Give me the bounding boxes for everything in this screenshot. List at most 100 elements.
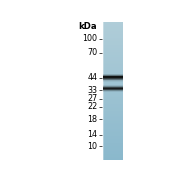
Bar: [103, 68, 123, 69]
Bar: [103, 70, 123, 71]
Bar: [103, 140, 123, 142]
Bar: [103, 88, 123, 89]
Bar: [103, 96, 123, 98]
Bar: [103, 126, 123, 128]
Bar: [103, 81, 123, 82]
Bar: [103, 90, 123, 91]
Bar: [103, 121, 123, 122]
Bar: [103, 27, 123, 28]
Bar: [103, 50, 123, 52]
Bar: [103, 120, 123, 121]
Bar: [103, 37, 123, 39]
Bar: [103, 107, 123, 108]
Bar: [103, 78, 123, 79]
Bar: [103, 94, 123, 96]
Bar: [103, 32, 123, 33]
Bar: [103, 104, 123, 106]
Bar: [103, 99, 123, 100]
Bar: [103, 72, 123, 74]
Bar: [103, 75, 123, 76]
Text: 100: 100: [82, 34, 97, 43]
Bar: [103, 36, 123, 38]
Bar: [103, 124, 123, 126]
Bar: [103, 85, 123, 86]
Text: 14: 14: [87, 130, 97, 139]
Bar: [103, 106, 123, 107]
Bar: [103, 115, 123, 116]
Bar: [103, 55, 123, 56]
Bar: [103, 66, 123, 68]
Bar: [103, 39, 123, 40]
Bar: [103, 64, 123, 66]
Bar: [103, 155, 123, 157]
Bar: [103, 143, 123, 144]
Bar: [103, 22, 104, 160]
Bar: [103, 79, 123, 80]
Bar: [103, 148, 123, 150]
Bar: [103, 109, 123, 111]
Bar: [103, 136, 123, 137]
Bar: [103, 49, 123, 50]
Bar: [103, 110, 123, 112]
Bar: [103, 75, 123, 76]
Bar: [103, 103, 123, 105]
Bar: [103, 84, 123, 85]
Bar: [103, 24, 123, 25]
Bar: [103, 89, 123, 90]
Bar: [103, 117, 123, 119]
Bar: [103, 83, 123, 84]
Bar: [103, 114, 123, 115]
Bar: [103, 100, 123, 101]
Bar: [103, 132, 123, 134]
Bar: [103, 54, 123, 55]
Bar: [103, 98, 123, 99]
Bar: [103, 129, 123, 130]
Bar: [103, 78, 123, 79]
Bar: [103, 128, 123, 129]
Bar: [103, 41, 123, 42]
Bar: [103, 56, 123, 57]
Bar: [103, 86, 123, 87]
Bar: [103, 89, 123, 91]
Bar: [103, 153, 123, 154]
Bar: [103, 79, 123, 80]
Bar: [103, 44, 123, 46]
Bar: [103, 91, 123, 92]
Bar: [103, 51, 123, 53]
Bar: [103, 77, 123, 78]
Bar: [103, 108, 123, 109]
Bar: [103, 102, 123, 104]
Bar: [103, 116, 123, 118]
Bar: [103, 76, 123, 77]
Bar: [103, 91, 123, 92]
Text: 44: 44: [87, 73, 97, 82]
Bar: [103, 26, 123, 27]
Bar: [103, 87, 123, 89]
Bar: [103, 125, 123, 127]
Bar: [103, 69, 123, 70]
Bar: [103, 73, 123, 75]
Bar: [103, 145, 123, 146]
Bar: [103, 42, 123, 44]
Bar: [103, 93, 123, 94]
Text: kDa: kDa: [78, 22, 97, 31]
Text: 22: 22: [87, 102, 97, 111]
Bar: [103, 80, 123, 81]
Bar: [103, 88, 123, 89]
Bar: [103, 95, 123, 97]
Bar: [103, 158, 123, 159]
Bar: [103, 141, 123, 143]
Bar: [103, 65, 123, 67]
Bar: [103, 81, 123, 83]
Bar: [103, 57, 123, 58]
Bar: [103, 22, 123, 24]
Bar: [103, 122, 123, 123]
Bar: [103, 47, 123, 48]
Bar: [103, 85, 123, 86]
Bar: [103, 76, 123, 77]
Bar: [103, 77, 123, 78]
Bar: [103, 61, 123, 62]
Text: 18: 18: [87, 115, 97, 124]
Bar: [103, 150, 123, 151]
Bar: [103, 118, 123, 120]
